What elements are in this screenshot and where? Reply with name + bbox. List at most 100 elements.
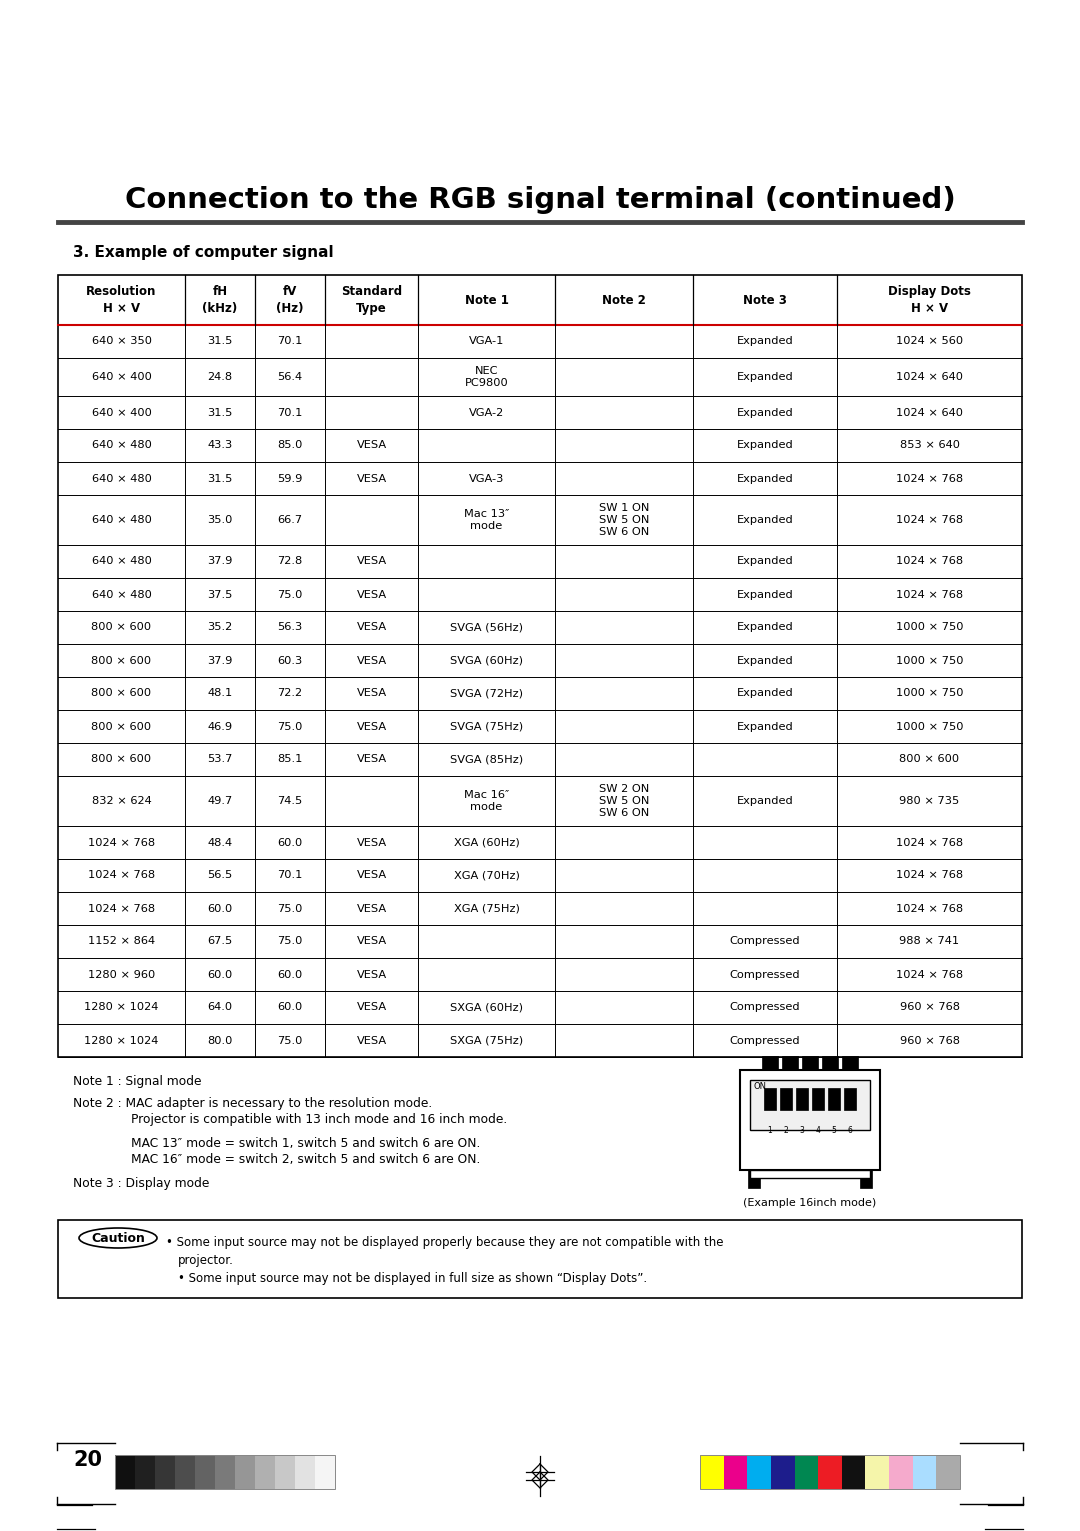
Text: 37.5: 37.5: [207, 589, 232, 600]
Text: VESA: VESA: [356, 689, 387, 698]
Text: Compressed: Compressed: [730, 969, 800, 980]
Text: 31.5: 31.5: [207, 337, 232, 346]
Text: SVGA (56Hz): SVGA (56Hz): [450, 623, 523, 632]
Text: 3: 3: [799, 1125, 805, 1134]
Text: MAC 16″ mode = switch 2, switch 5 and switch 6 are ON.: MAC 16″ mode = switch 2, switch 5 and sw…: [131, 1153, 481, 1167]
Bar: [747, 1454, 771, 1490]
Text: VESA: VESA: [356, 969, 387, 980]
Text: 640 × 480: 640 × 480: [92, 556, 151, 566]
Text: Note 2 : MAC adapter is necessary to the resolution mode.: Note 2 : MAC adapter is necessary to the…: [73, 1098, 432, 1110]
Text: 1000 × 750: 1000 × 750: [895, 689, 963, 698]
Bar: [796, 1089, 808, 1110]
Text: • Some input source may not be displayed properly because they are not compatibl: • Some input source may not be displayed…: [166, 1236, 724, 1249]
Text: Projector is compatible with 13 inch mode and 16 inch mode.: Projector is compatible with 13 inch mod…: [131, 1113, 508, 1125]
Text: Mac 13″
mode: Mac 13″ mode: [463, 508, 509, 531]
Bar: [114, 1454, 135, 1490]
Text: 640 × 480: 640 × 480: [92, 589, 151, 600]
Text: 832 × 624: 832 × 624: [92, 796, 151, 805]
Text: SVGA (85Hz): SVGA (85Hz): [450, 755, 523, 764]
Text: 4: 4: [815, 1125, 821, 1134]
Text: 56.4: 56.4: [278, 372, 302, 383]
Text: 24.8: 24.8: [207, 372, 232, 383]
Bar: [156, 1454, 175, 1490]
Bar: [841, 1454, 865, 1490]
Text: VESA: VESA: [356, 623, 387, 632]
Text: 60.3: 60.3: [278, 655, 302, 666]
Text: Note 1 : Signal mode: Note 1 : Signal mode: [73, 1075, 202, 1089]
Text: 640 × 480: 640 × 480: [92, 473, 151, 484]
Text: 640 × 480: 640 × 480: [92, 514, 151, 525]
Bar: [315, 1454, 335, 1490]
Text: VESA: VESA: [356, 903, 387, 914]
Bar: [700, 1454, 960, 1490]
Text: 853 × 640: 853 × 640: [900, 441, 959, 450]
Text: 70.1: 70.1: [278, 407, 302, 418]
Text: 53.7: 53.7: [207, 755, 232, 764]
Text: SVGA (60Hz): SVGA (60Hz): [450, 655, 523, 666]
Text: VESA: VESA: [356, 589, 387, 600]
Text: 988 × 741: 988 × 741: [900, 937, 959, 946]
Text: 3. Example of computer signal: 3. Example of computer signal: [73, 245, 334, 259]
Bar: [936, 1454, 960, 1490]
Bar: [215, 1454, 235, 1490]
Text: Expanded: Expanded: [737, 441, 794, 450]
Bar: [889, 1454, 913, 1490]
Bar: [865, 1454, 889, 1490]
Text: Expanded: Expanded: [737, 473, 794, 484]
Text: 37.9: 37.9: [207, 655, 232, 666]
Text: Expanded: Expanded: [737, 514, 794, 525]
Text: fV
(Hz): fV (Hz): [276, 285, 303, 315]
Text: VESA: VESA: [356, 1035, 387, 1046]
Bar: [762, 1056, 778, 1070]
Text: 1024 × 768: 1024 × 768: [896, 903, 963, 914]
Text: XGA (75Hz): XGA (75Hz): [454, 903, 519, 914]
Bar: [822, 1056, 838, 1070]
Text: 75.0: 75.0: [278, 589, 302, 600]
Text: VESA: VESA: [356, 871, 387, 880]
Text: VGA-3: VGA-3: [469, 473, 504, 484]
Text: 43.3: 43.3: [207, 441, 232, 450]
Text: VGA-1: VGA-1: [469, 337, 504, 346]
Text: VESA: VESA: [356, 655, 387, 666]
Text: 1024 × 640: 1024 × 640: [896, 407, 963, 418]
Text: Compressed: Compressed: [730, 1003, 800, 1012]
Bar: [802, 1056, 818, 1070]
Text: 1000 × 750: 1000 × 750: [895, 721, 963, 732]
Bar: [58, 276, 1022, 1056]
Text: 80.0: 80.0: [207, 1035, 232, 1046]
Bar: [782, 1056, 798, 1070]
Text: MAC 13″ mode = switch 1, switch 5 and switch 6 are ON.: MAC 13″ mode = switch 1, switch 5 and sw…: [131, 1138, 481, 1150]
Text: Expanded: Expanded: [737, 655, 794, 666]
Text: XGA (70Hz): XGA (70Hz): [454, 871, 519, 880]
Text: • Some input source may not be displayed in full size as shown “Display Dots”.: • Some input source may not be displayed…: [178, 1272, 647, 1285]
Text: 74.5: 74.5: [278, 796, 302, 805]
Text: 640 × 400: 640 × 400: [92, 372, 151, 383]
Text: (Example 16inch mode): (Example 16inch mode): [743, 1197, 877, 1208]
Text: 46.9: 46.9: [207, 721, 232, 732]
Text: Connection to the RGB signal terminal (continued): Connection to the RGB signal terminal (c…: [124, 185, 956, 214]
Text: Resolution
H × V: Resolution H × V: [86, 285, 157, 315]
Text: 37.9: 37.9: [207, 556, 232, 566]
Text: 70.1: 70.1: [278, 871, 302, 880]
Text: Expanded: Expanded: [737, 796, 794, 805]
Text: 56.3: 56.3: [278, 623, 302, 632]
Text: 60.0: 60.0: [278, 1003, 302, 1012]
Text: 1024 × 768: 1024 × 768: [87, 903, 156, 914]
Text: 75.0: 75.0: [278, 1035, 302, 1046]
Text: 49.7: 49.7: [207, 796, 232, 805]
Text: 800 × 600: 800 × 600: [92, 721, 151, 732]
Text: 60.0: 60.0: [207, 903, 232, 914]
Text: Expanded: Expanded: [737, 689, 794, 698]
Text: 5: 5: [832, 1125, 836, 1134]
Ellipse shape: [79, 1228, 157, 1248]
Text: Display Dots
H × V: Display Dots H × V: [888, 285, 971, 315]
Text: 67.5: 67.5: [207, 937, 232, 946]
Text: 1024 × 640: 1024 × 640: [896, 372, 963, 383]
Text: Note 1: Note 1: [464, 294, 509, 306]
Text: Note 3 : Display mode: Note 3 : Display mode: [73, 1177, 210, 1190]
Text: 960 × 768: 960 × 768: [900, 1003, 959, 1012]
Text: VESA: VESA: [356, 441, 387, 450]
Text: VESA: VESA: [356, 1003, 387, 1012]
Text: 1024 × 768: 1024 × 768: [896, 837, 963, 848]
Text: 31.5: 31.5: [207, 473, 232, 484]
